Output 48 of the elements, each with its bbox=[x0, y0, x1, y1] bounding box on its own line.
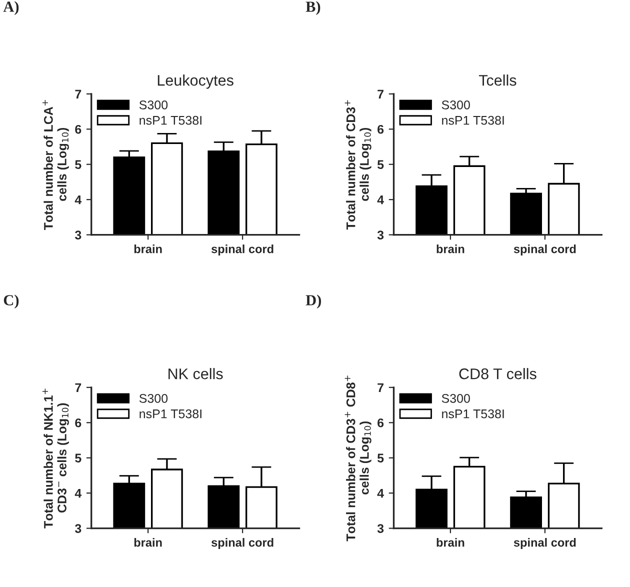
chart-title: NK cells bbox=[168, 368, 223, 380]
chart-title: Leukocytes bbox=[158, 74, 234, 89]
y-tick-label: 4 bbox=[74, 196, 82, 204]
x-tick-label: brain bbox=[134, 538, 162, 547]
x-tick-label: spinal cord bbox=[514, 244, 576, 256]
text: Total number of LCA$^{+}$ cells (Log$_{10}$) bbox=[42, 100, 69, 230]
y-tick-label: 3 bbox=[74, 230, 82, 240]
x-tick-label: spinal cord bbox=[211, 244, 274, 256]
x-tick-label: spinal cord bbox=[514, 538, 576, 550]
chart-title: CD8 T cells bbox=[459, 368, 536, 380]
y-tick-label: 7 bbox=[75, 383, 82, 392]
y-tick-label: 7 bbox=[75, 90, 82, 98]
text: D) bbox=[306, 294, 321, 308]
y-tick-label: 3 bbox=[377, 230, 384, 240]
y-tick-label: 5 bbox=[75, 160, 82, 170]
text: Total number of CD3$^{+}$ CD8$^{+}$ cells (Log$_{10}$) bbox=[344, 376, 372, 542]
legend-label: nsP1 T538I bbox=[140, 409, 202, 418]
legend-label: S300 bbox=[442, 394, 470, 403]
y-tick-label: 4 bbox=[74, 489, 82, 498]
text: Total number of NK1.1$^{+}$ CD3$^{−}$ cells (Log$_{10}$) bbox=[42, 388, 69, 528]
y-tick-label: 5 bbox=[377, 454, 384, 463]
x-tick-label: spinal cord bbox=[211, 538, 274, 550]
x-tick-label: brain bbox=[436, 244, 464, 254]
text: B) bbox=[306, 1, 320, 15]
y-tick-label: 6 bbox=[75, 418, 82, 428]
legend-label: S300 bbox=[442, 100, 470, 110]
x-tick-label: brain bbox=[436, 538, 464, 547]
y-tick-label: 4 bbox=[377, 196, 384, 204]
x-tick-label: brain bbox=[134, 244, 162, 254]
text: C) bbox=[4, 294, 19, 308]
y-tick-label: 7 bbox=[378, 90, 384, 98]
y-tick-label: 6 bbox=[378, 124, 384, 134]
legend-label: S300 bbox=[139, 100, 168, 110]
chart-title: Tcells bbox=[478, 74, 516, 86]
legend-label: nsP1 T538I bbox=[140, 116, 202, 125]
text: Total number of CD3$^{+}$ cells (Log$_{10}$) bbox=[344, 100, 372, 230]
y-tick-label: 5 bbox=[377, 160, 384, 170]
y-tick-label: 6 bbox=[75, 124, 82, 134]
text: A) bbox=[3, 1, 19, 15]
y-tick-label: 3 bbox=[74, 524, 82, 533]
y-tick-label: 7 bbox=[378, 383, 384, 392]
legend-label: S300 bbox=[139, 394, 168, 403]
y-tick-label: 5 bbox=[75, 454, 82, 463]
y-tick-label: 6 bbox=[378, 418, 384, 428]
legend-label: nsP1 T538I bbox=[442, 116, 504, 125]
y-tick-label: 3 bbox=[377, 524, 384, 533]
y-tick-label: 4 bbox=[377, 489, 384, 498]
legend-label: nsP1 T538I bbox=[442, 409, 504, 418]
